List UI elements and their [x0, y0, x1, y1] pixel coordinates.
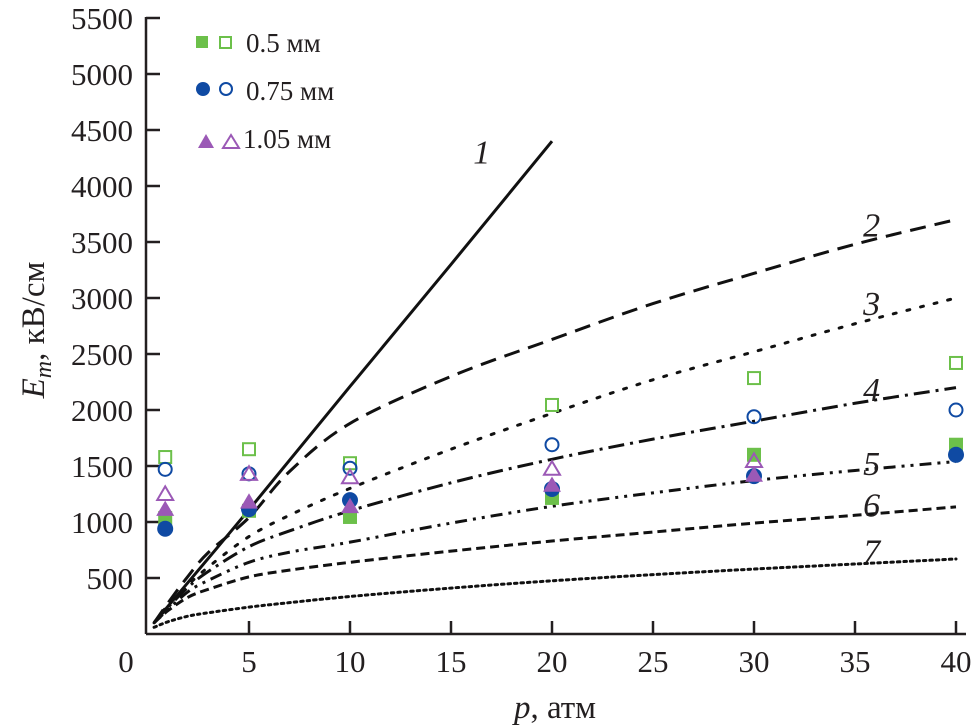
- y-tick-label: 4000: [71, 169, 133, 204]
- marker-triangle-filled: [240, 493, 258, 509]
- legend-item-1-05mm: 1.05 мм: [198, 124, 331, 154]
- model-curves: [152, 140, 958, 629]
- y-axis-title: Em, кВ/см: [16, 262, 57, 400]
- curve-7: [152, 557, 958, 629]
- x-tick-label: 40: [941, 644, 972, 679]
- y-tick-label: 2000: [71, 393, 133, 428]
- curve-label-6: 6: [863, 487, 880, 524]
- y-tick-label: 5000: [71, 57, 133, 92]
- y-tick-label: 2500: [71, 337, 133, 372]
- legend-label: 0.5 мм: [246, 28, 321, 58]
- curve-6: [153, 505, 957, 624]
- curve-5: [153, 460, 957, 624]
- y-tick-label: 4500: [71, 113, 133, 148]
- y-axis-var: E: [16, 378, 52, 399]
- marker-square-open: [158, 450, 173, 465]
- axes: [144, 17, 966, 636]
- data-markers: [155, 355, 964, 537]
- marker-triangle-filled: [341, 497, 359, 514]
- curve-3: [152, 296, 958, 625]
- legend-item-0-75mm: 0.75 мм: [196, 76, 334, 106]
- marker-circle-filled: [157, 520, 174, 537]
- x-tick-label: 10: [335, 644, 366, 679]
- x-axis-unit: , атм: [530, 690, 596, 725]
- x-tick-label: 5: [241, 644, 257, 679]
- legend-item-0-5mm: 0.5 мм: [196, 28, 321, 58]
- legend-label: 0.75 мм: [246, 76, 334, 106]
- curve-label-4: 4: [863, 372, 880, 409]
- y-ticks: 500 1000 1500 2000 2500 3000 3500 4000 4500 5000 5…: [71, 1, 160, 596]
- x-axis-var: p: [512, 690, 531, 725]
- y-tick-label: 1000: [71, 505, 133, 540]
- x-ticks: 0 5 10 15 20 25 30 35 40: [118, 621, 972, 679]
- curve-1: [152, 140, 554, 624]
- y-axis-subscript: m: [31, 361, 57, 378]
- y-axis-unit: , кВ/см: [16, 262, 52, 361]
- legend-open-triangle-icon: [221, 133, 241, 149]
- legend-label: 1.05 мм: [243, 124, 331, 154]
- marker-triangle-open: [744, 451, 764, 468]
- marker-square-open: [747, 371, 761, 386]
- x-tick-label: 15: [436, 644, 467, 679]
- marker-circle-open: [746, 409, 762, 425]
- marker-square-filled: [343, 509, 357, 524]
- marker-circle-open: [157, 461, 173, 477]
- y-tick-label: 5500: [71, 1, 133, 36]
- marker-triangle-filled: [543, 476, 561, 492]
- marker-circle-open: [544, 437, 560, 453]
- y-tick-label: 500: [87, 561, 134, 596]
- legend-filled-square-icon: [196, 36, 208, 48]
- curve-4: [152, 386, 957, 624]
- legend-filled-triangle-icon: [198, 134, 214, 148]
- x-tick-label: 20: [537, 644, 568, 679]
- x-axis-title: p, атм: [512, 690, 596, 725]
- x-tick-label: 30: [739, 644, 770, 679]
- marker-triangle-open: [155, 484, 175, 501]
- curve-labels: 1 2 3 4 5 6 7: [473, 135, 882, 571]
- curve-label-7: 7: [863, 533, 882, 570]
- marker-square-open: [949, 355, 963, 370]
- y-tick-label: 3000: [71, 281, 133, 316]
- marker-circle-filled: [948, 446, 964, 463]
- marker-triangle-open: [542, 459, 562, 476]
- marker-square-open: [545, 397, 559, 412]
- x-tick-label: 0: [118, 644, 134, 679]
- marker-triangle-filled: [745, 466, 763, 482]
- marker-square-open: [242, 442, 256, 457]
- y-tick-label: 1500: [71, 449, 133, 484]
- curve-label-1: 1: [473, 135, 490, 172]
- legend-open-circle-icon: [219, 82, 233, 96]
- marker-circle-open: [948, 402, 964, 418]
- curve-2: [152, 218, 957, 624]
- curve-label-5: 5: [863, 446, 880, 483]
- x-tick-label: 25: [638, 644, 669, 679]
- legend: 0.5 мм 0.75 мм 1.05 мм: [196, 28, 334, 154]
- marker-circle-open: [342, 460, 358, 476]
- marker-triangle-filled: [156, 500, 175, 516]
- marker-triangle-open: [340, 467, 360, 485]
- curve-label-2: 2: [863, 207, 880, 244]
- curve-label-3: 3: [862, 286, 880, 323]
- y-tick-label: 3500: [71, 225, 133, 260]
- legend-filled-circle-icon: [196, 82, 210, 96]
- marker-triangle-open: [239, 464, 259, 481]
- legend-open-square-icon: [219, 36, 232, 49]
- x-tick-label: 35: [840, 644, 871, 679]
